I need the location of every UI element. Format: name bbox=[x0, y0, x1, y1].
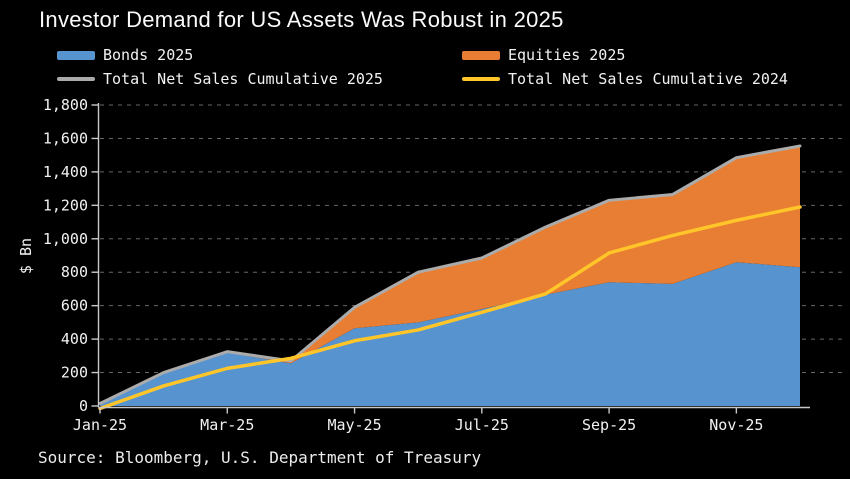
legend-item: Total Net Sales Cumulative 2024 bbox=[462, 70, 788, 88]
legend-item: Bonds 2025 bbox=[57, 46, 462, 64]
y-tick-label: 800 bbox=[61, 263, 88, 281]
area-equities-2025 bbox=[100, 145, 800, 405]
y-tick-label: 1,600 bbox=[43, 129, 88, 147]
legend-label: Bonds 2025 bbox=[103, 46, 194, 64]
line-total-net-sales-2025 bbox=[98, 144, 802, 405]
x-tick-label: Nov-25 bbox=[709, 416, 763, 434]
legend-swatch-icon bbox=[462, 77, 500, 81]
y-tick-label: 0 bbox=[79, 397, 88, 415]
area-bonds-2025 bbox=[100, 262, 800, 406]
legend-swatch-icon bbox=[57, 77, 95, 81]
y-tick-label: 200 bbox=[61, 364, 88, 382]
legend-label: Total Net Sales Cumulative 2025 bbox=[103, 70, 383, 88]
source-note: Source: Bloomberg, U.S. Department of Tr… bbox=[38, 448, 482, 467]
y-tick-label: 1,000 bbox=[43, 230, 88, 248]
x-tick-label: Jul-25 bbox=[455, 416, 509, 434]
x-tick-label: Sep-25 bbox=[582, 416, 636, 434]
legend-label: Total Net Sales Cumulative 2024 bbox=[508, 70, 788, 88]
legend-item: Total Net Sales Cumulative 2025 bbox=[57, 70, 462, 88]
y-tick-label: 1,200 bbox=[43, 196, 88, 214]
y-tick-label: 1,400 bbox=[43, 163, 88, 181]
legend-label: Equities 2025 bbox=[508, 46, 626, 64]
legend-swatch-icon bbox=[57, 50, 95, 60]
y-tick-label: 1,800 bbox=[43, 96, 88, 114]
y-axis-label: $ Bn bbox=[17, 238, 35, 274]
x-tick-label: Mar-25 bbox=[200, 416, 254, 434]
x-tick-label: Jan-25 bbox=[73, 416, 127, 434]
legend: Bonds 2025 Equities 2025 Total Net Sales C… bbox=[57, 43, 788, 91]
x-tick-label: May-25 bbox=[327, 416, 381, 434]
chart-title: Investor Demand for US Assets Was Robust… bbox=[39, 7, 564, 32]
y-tick-label: 600 bbox=[61, 297, 88, 315]
y-tick-label: 400 bbox=[61, 330, 88, 348]
legend-swatch-icon bbox=[462, 50, 500, 60]
legend-item: Equities 2025 bbox=[462, 46, 788, 64]
line-total-net-sales-2024 bbox=[98, 205, 802, 411]
